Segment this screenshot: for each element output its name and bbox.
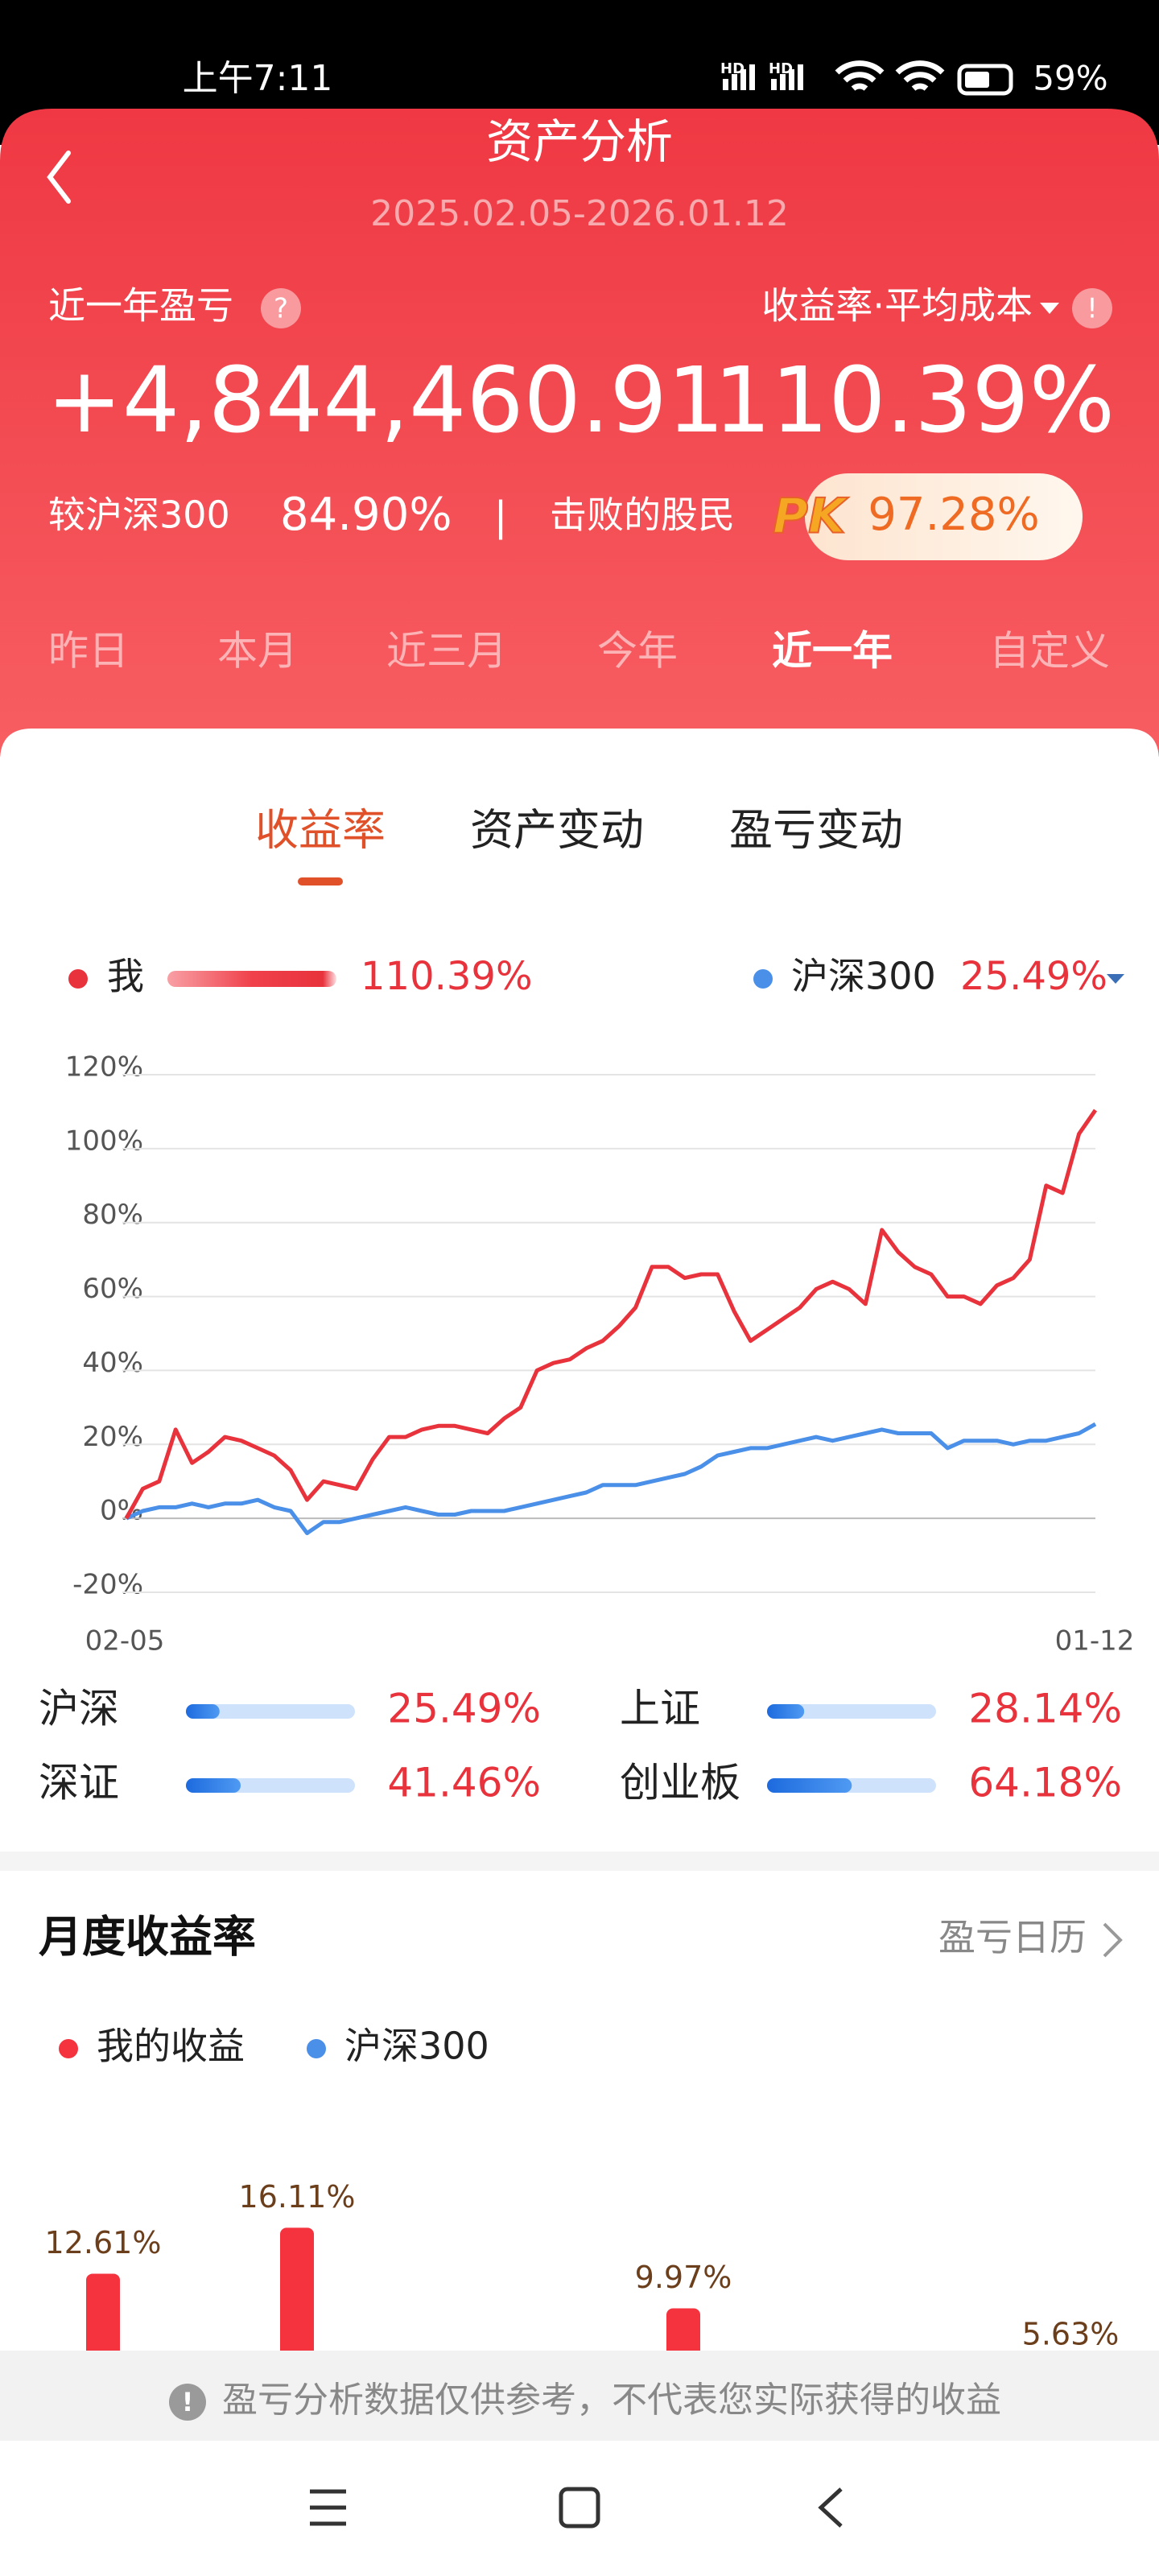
back-button[interactable]	[47, 151, 71, 204]
legend-name: 我	[107, 955, 144, 998]
x-tick-label: 01-12	[1055, 1625, 1135, 1657]
monthly-title: 月度收益率	[39, 1912, 256, 1963]
index-name: 深证	[39, 1760, 119, 1806]
line-chart: 我 110.39% 沪深300 25.49%-20%0%20%40%60%80%100…	[65, 954, 1135, 1657]
period-tabs: 昨日 本月 近三月 今年 近一年 自定义	[48, 628, 1110, 675]
period-tab[interactable]: 自定义	[989, 628, 1110, 675]
notice-text: 盈亏分析数据仅供参考，不代表您实际获得的收益	[222, 2380, 1001, 2421]
returns-card	[0, 729, 1159, 1852]
index-name: 沪深	[39, 1686, 119, 1732]
signal-icon	[771, 64, 803, 90]
notice-icon	[169, 2384, 206, 2421]
legend-dot	[68, 969, 88, 989]
y-tick-label: 120%	[65, 1051, 143, 1084]
beat-value: 97.28%	[868, 489, 1040, 541]
profit: +4,844,460.91	[47, 349, 724, 453]
help-icon[interactable]	[261, 288, 301, 328]
legend-name: 沪深300	[791, 955, 936, 998]
period-tab[interactable]: 本月	[217, 628, 298, 675]
month-label: 9.97%	[635, 2260, 732, 2295]
y-tick-label: -20%	[72, 1569, 143, 1601]
beat-label: 击败的股民	[550, 493, 735, 537]
period-tab[interactable]: 近三月	[386, 628, 507, 675]
legend-value: 25.49%	[960, 954, 1107, 999]
index-value: 25.49%	[387, 1686, 541, 1732]
battery-level	[965, 72, 989, 88]
beat-pill[interactable]	[805, 473, 1083, 560]
x-tick-label: 02-05	[85, 1625, 165, 1657]
section-gap	[0, 1852, 1159, 1871]
calendar-link[interactable]: 盈亏日历	[938, 1916, 1087, 1959]
y-tick-label: 40%	[82, 1347, 143, 1379]
period-tab[interactable]: 今年	[597, 628, 678, 675]
series-line	[125, 1422, 1097, 1535]
period-tab[interactable]: 近一年	[772, 628, 893, 675]
battery-text: 59%	[1033, 59, 1107, 98]
network-label: HD	[720, 60, 744, 77]
tab-indicator	[298, 877, 343, 886]
y-tick-label: 60%	[82, 1273, 143, 1305]
header	[0, 109, 1159, 757]
signal-icon	[723, 64, 755, 90]
pk-badge: PK	[773, 489, 849, 545]
month-label: 16.11%	[239, 2179, 356, 2215]
metric-selector[interactable]: 收益率·平均成本	[761, 284, 1033, 328]
benchmark-value: 84.90%	[280, 489, 452, 541]
warning-icon[interactable]	[1072, 288, 1112, 328]
view-tabs: 收益率 资产变动 盈亏变动	[255, 805, 903, 886]
back-nav-button[interactable]	[818, 2487, 843, 2528]
view-tab[interactable]: 资产变动	[470, 805, 644, 856]
y-tick-label: 100%	[65, 1125, 143, 1157]
index-bar	[767, 1704, 805, 1719]
series-line	[124, 1108, 1098, 1520]
index-bar	[767, 1778, 852, 1793]
page-title: 资产分析	[486, 114, 673, 169]
help-text: ?	[274, 293, 288, 325]
chevron	[1103, 1922, 1123, 1958]
index-track	[186, 1704, 355, 1719]
view-tab[interactable]: 收益率	[255, 805, 386, 856]
view-tab[interactable]: 盈亏变动	[729, 805, 903, 856]
month-label: 12.61%	[45, 2225, 162, 2260]
index-value: 64.18%	[968, 1760, 1122, 1806]
index-value: 41.46%	[387, 1760, 541, 1806]
warning-text: !	[1087, 293, 1098, 325]
legend-dot	[59, 2039, 78, 2058]
legend-bar	[167, 971, 336, 987]
index-bar	[186, 1778, 241, 1793]
legend-dropdown[interactable]	[1107, 974, 1124, 984]
benchmark-label: 较沪深300	[48, 493, 230, 537]
summary-label: 近一年盈亏	[48, 284, 233, 328]
dropdown-arrow	[1040, 303, 1059, 314]
y-tick-label: 80%	[82, 1199, 143, 1231]
battery-icon	[957, 64, 1013, 96]
notice-icon-text: !	[182, 2387, 194, 2417]
home-button[interactable]	[559, 2487, 600, 2529]
separator: |	[494, 493, 508, 540]
y-tick-label: 20%	[82, 1421, 143, 1453]
month-label: 5.63%	[1022, 2317, 1120, 2352]
nav-bar	[0, 2441, 1159, 2576]
wifi-icon	[835, 60, 885, 91]
date-range: 2025.02.05-2026.01.12	[370, 193, 789, 234]
legend-value: 110.39%	[361, 954, 533, 999]
period-tab[interactable]: 昨日	[48, 628, 129, 675]
index-bar	[186, 1704, 220, 1719]
index-name: 创业板	[620, 1760, 740, 1806]
menu-button[interactable]	[310, 2489, 346, 2526]
legend-dot	[307, 2039, 326, 2058]
network-label: HD	[769, 60, 793, 77]
time: 上午7:11	[183, 58, 333, 99]
legend-dot	[753, 969, 773, 989]
return-rate: 110.39%	[714, 349, 1115, 453]
index-name: 上证	[620, 1686, 700, 1732]
wifi-icon	[895, 60, 945, 91]
index-list: 沪深 25.49% 上证 28.14% 深证 41.46% 创业板 64.18%	[39, 1686, 1122, 1806]
legend-name: 我的收益	[97, 2025, 245, 2068]
index-value: 28.14%	[968, 1686, 1122, 1732]
legend-name: 沪深300	[344, 2025, 489, 2068]
index-track	[767, 1704, 936, 1719]
